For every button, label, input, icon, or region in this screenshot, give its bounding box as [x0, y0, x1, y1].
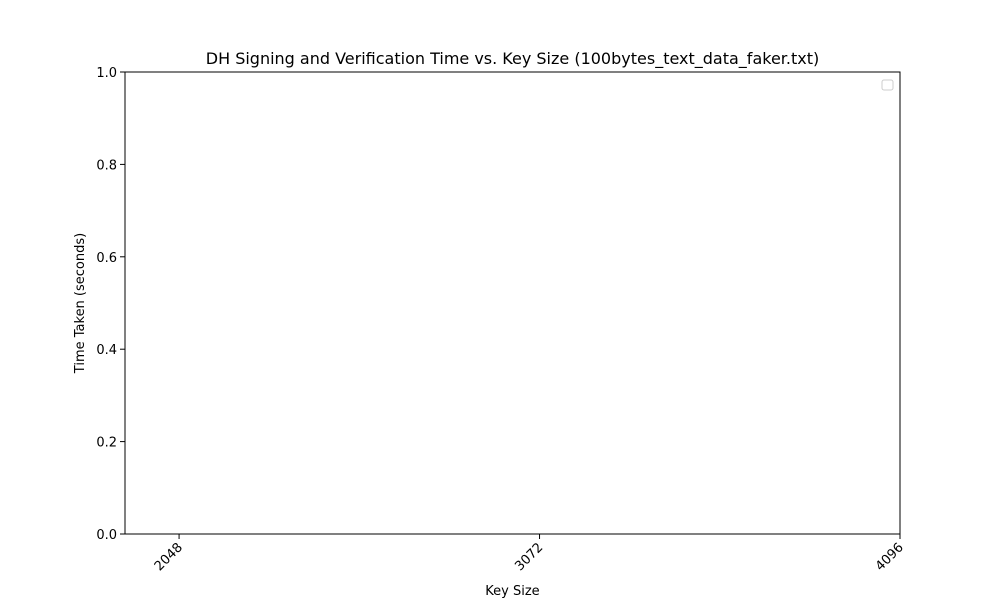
x-tick-label: 3072 [512, 540, 546, 574]
chart-title: DH Signing and Verification Time vs. Key… [206, 49, 819, 69]
y-axis: 0.0 0.2 0.4 0.6 0.8 1.0 [96, 66, 125, 543]
y-tick-label: 0.6 [96, 251, 117, 266]
y-tick-label: 0.2 [96, 436, 117, 451]
y-tick-label: 0.0 [96, 528, 117, 543]
x-tick-label: 2048 [152, 540, 186, 574]
x-axis-label: Key Size [485, 584, 539, 599]
y-axis-label: Time Taken (seconds) [73, 233, 88, 374]
x-axis: 2048 3072 4096 [152, 534, 907, 574]
y-tick-label: 0.8 [96, 158, 117, 173]
x-tick-label: 4096 [873, 540, 907, 574]
y-tick-label: 0.4 [96, 343, 117, 358]
y-tick-label: 1.0 [96, 66, 117, 81]
legend-box [881, 79, 894, 91]
plot-area [124, 71, 901, 535]
